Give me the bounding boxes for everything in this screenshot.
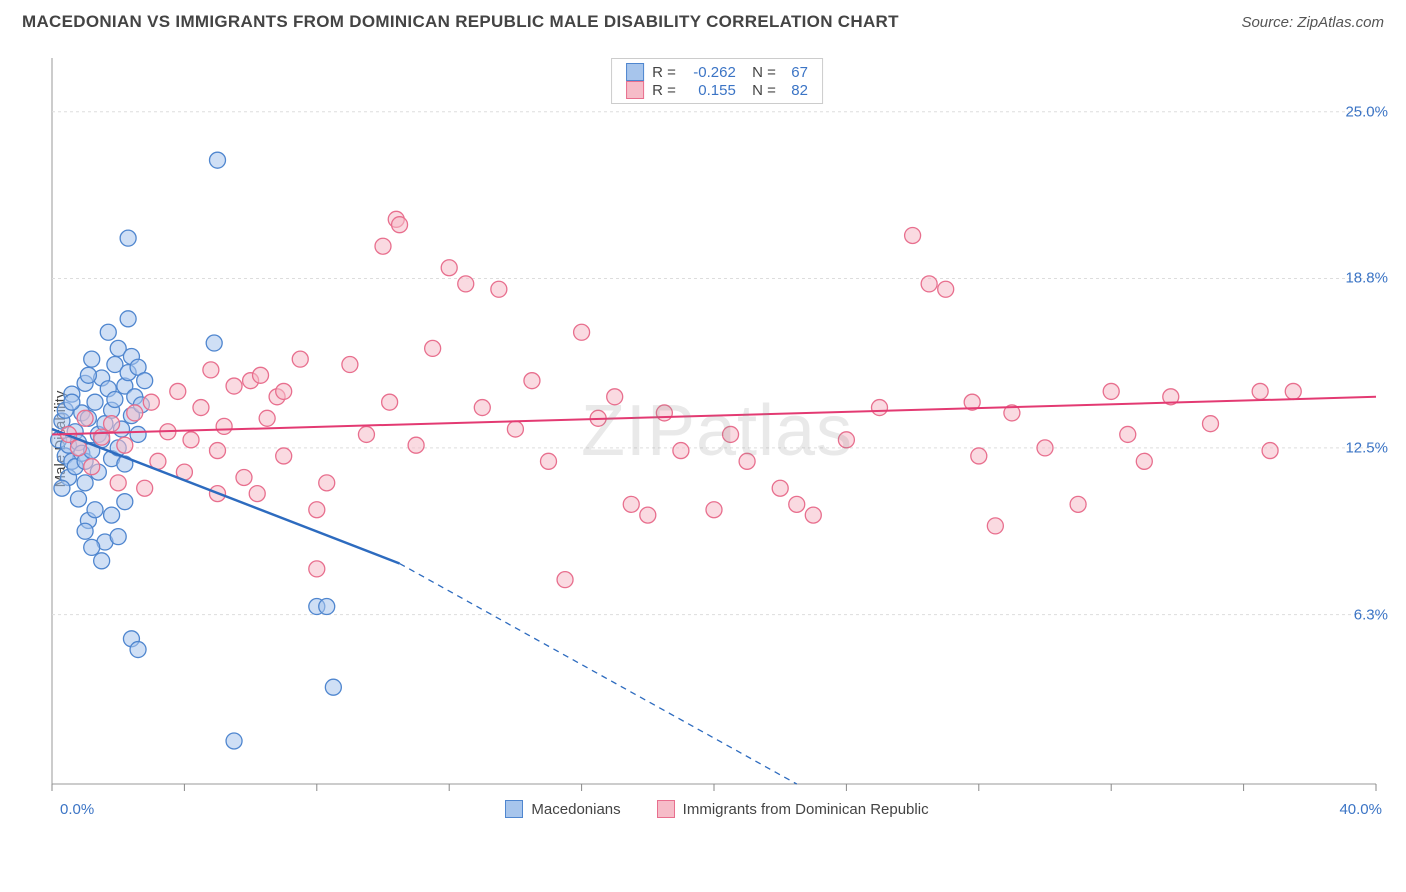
x-axis-min: 0.0% [60, 801, 94, 818]
chart-title: MACEDONIAN VS IMMIGRANTS FROM DOMINICAN … [22, 12, 899, 32]
stats-legend: R = -0.262 N = 67R = 0.155 N = 82 [611, 58, 823, 104]
y-tick-label: 25.0% [1345, 103, 1388, 120]
y-tick-label: 12.5% [1345, 439, 1388, 456]
legend-swatch-1 [505, 800, 523, 818]
legend-swatch-2 [657, 800, 675, 818]
stats-n-label: N = [744, 82, 776, 99]
chart-area: Male Disability ZIPatlas R = -0.262 N = … [48, 54, 1386, 824]
y-tick-label: 6.3% [1354, 606, 1388, 623]
stats-n-label: N = [744, 64, 776, 81]
legend-label-1: Macedonians [531, 801, 620, 818]
legend-item-series2: Immigrants from Dominican Republic [657, 800, 929, 818]
stats-row: R = -0.262 N = 67 [626, 63, 808, 81]
stats-r-label: R = [652, 64, 676, 81]
stats-swatch [626, 81, 644, 99]
legend-item-series1: Macedonians [505, 800, 620, 818]
stats-row: R = 0.155 N = 82 [626, 81, 808, 99]
stats-n-value: 67 [784, 64, 808, 81]
stats-swatch [626, 63, 644, 81]
stats-r-value: -0.262 [684, 64, 736, 81]
source-attribution: Source: ZipAtlas.com [1241, 14, 1384, 31]
bottom-legend: 0.0% Macedonians Immigrants from Dominic… [48, 800, 1386, 818]
x-axis-max: 40.0% [1339, 801, 1382, 818]
stats-n-value: 82 [784, 82, 808, 99]
y-tick-label: 18.8% [1345, 270, 1388, 287]
scatter-plot [48, 54, 1386, 824]
stats-r-label: R = [652, 82, 676, 99]
legend-label-2: Immigrants from Dominican Republic [683, 801, 929, 818]
stats-r-value: 0.155 [684, 82, 736, 99]
